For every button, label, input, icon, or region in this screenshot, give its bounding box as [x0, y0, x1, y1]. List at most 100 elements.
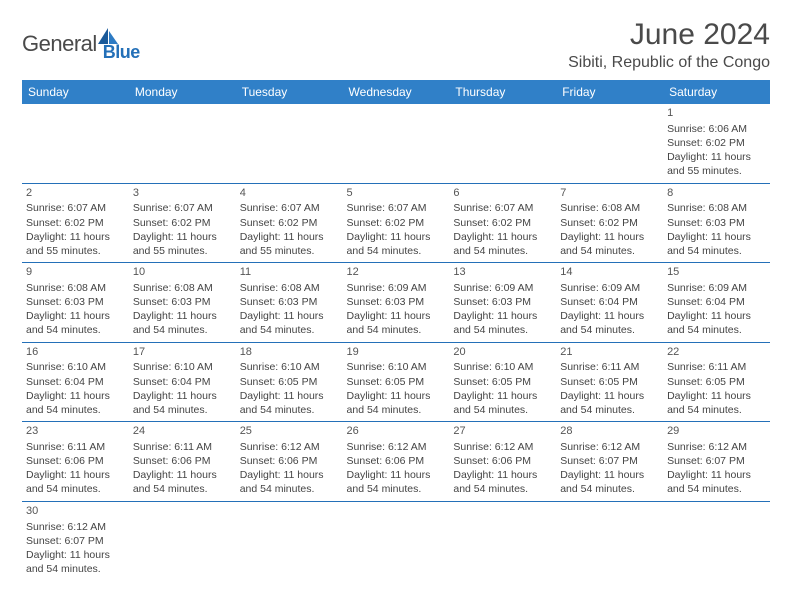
day-number: 19: [347, 345, 446, 360]
daylight-text: Daylight: 11 hours and 54 minutes.: [667, 309, 766, 337]
sunset-text: Sunset: 6:05 PM: [240, 375, 339, 389]
calendar-day-cell: 10Sunrise: 6:08 AMSunset: 6:03 PMDayligh…: [129, 263, 236, 343]
sunrise-text: Sunrise: 6:12 AM: [26, 520, 125, 534]
sunset-text: Sunset: 6:02 PM: [240, 216, 339, 230]
sunset-text: Sunset: 6:03 PM: [347, 295, 446, 309]
day-number: 29: [667, 424, 766, 439]
calendar-day-cell: 30Sunrise: 6:12 AMSunset: 6:07 PMDayligh…: [22, 501, 129, 580]
sunset-text: Sunset: 6:05 PM: [667, 375, 766, 389]
weekday-header: Tuesday: [236, 80, 343, 104]
sunset-text: Sunset: 6:06 PM: [347, 454, 446, 468]
sunset-text: Sunset: 6:05 PM: [347, 375, 446, 389]
day-number: 16: [26, 345, 125, 360]
day-number: 2: [26, 186, 125, 201]
day-number: 9: [26, 265, 125, 280]
sunset-text: Sunset: 6:06 PM: [133, 454, 232, 468]
weekday-header: Friday: [556, 80, 663, 104]
sunset-text: Sunset: 6:02 PM: [453, 216, 552, 230]
day-number: 4: [240, 186, 339, 201]
calendar-day-cell: 7Sunrise: 6:08 AMSunset: 6:02 PMDaylight…: [556, 183, 663, 263]
daylight-text: Daylight: 11 hours and 54 minutes.: [453, 468, 552, 496]
day-number: 30: [26, 504, 125, 519]
calendar-day-cell: 20Sunrise: 6:10 AMSunset: 6:05 PMDayligh…: [449, 342, 556, 422]
sunset-text: Sunset: 6:03 PM: [26, 295, 125, 309]
daylight-text: Daylight: 11 hours and 54 minutes.: [667, 389, 766, 417]
calendar-day-cell: 12Sunrise: 6:09 AMSunset: 6:03 PMDayligh…: [343, 263, 450, 343]
day-number: 24: [133, 424, 232, 439]
sunrise-text: Sunrise: 6:06 AM: [667, 122, 766, 136]
sunset-text: Sunset: 6:04 PM: [26, 375, 125, 389]
calendar-day-cell: 22Sunrise: 6:11 AMSunset: 6:05 PMDayligh…: [663, 342, 770, 422]
daylight-text: Daylight: 11 hours and 55 minutes.: [240, 230, 339, 258]
calendar-week-row: 30Sunrise: 6:12 AMSunset: 6:07 PMDayligh…: [22, 501, 770, 580]
day-number: 26: [347, 424, 446, 439]
calendar-day-cell: 1Sunrise: 6:06 AMSunset: 6:02 PMDaylight…: [663, 104, 770, 183]
calendar-day-cell: 6Sunrise: 6:07 AMSunset: 6:02 PMDaylight…: [449, 183, 556, 263]
calendar-day-cell: 29Sunrise: 6:12 AMSunset: 6:07 PMDayligh…: [663, 422, 770, 502]
daylight-text: Daylight: 11 hours and 54 minutes.: [133, 389, 232, 417]
sunset-text: Sunset: 6:06 PM: [26, 454, 125, 468]
logo-text-blue: Blue: [103, 42, 140, 63]
daylight-text: Daylight: 11 hours and 55 minutes.: [26, 230, 125, 258]
calendar-day-cell: 13Sunrise: 6:09 AMSunset: 6:03 PMDayligh…: [449, 263, 556, 343]
sunset-text: Sunset: 6:02 PM: [667, 136, 766, 150]
sunrise-text: Sunrise: 6:12 AM: [453, 440, 552, 454]
logo: General Blue: [22, 18, 140, 63]
sunset-text: Sunset: 6:03 PM: [133, 295, 232, 309]
calendar-day-cell: 26Sunrise: 6:12 AMSunset: 6:06 PMDayligh…: [343, 422, 450, 502]
calendar-day-cell: 8Sunrise: 6:08 AMSunset: 6:03 PMDaylight…: [663, 183, 770, 263]
calendar-day-cell: 28Sunrise: 6:12 AMSunset: 6:07 PMDayligh…: [556, 422, 663, 502]
month-title: June 2024: [568, 18, 770, 52]
sunrise-text: Sunrise: 6:07 AM: [453, 201, 552, 215]
sunset-text: Sunset: 6:04 PM: [560, 295, 659, 309]
daylight-text: Daylight: 11 hours and 55 minutes.: [133, 230, 232, 258]
sunrise-text: Sunrise: 6:08 AM: [133, 281, 232, 295]
sunrise-text: Sunrise: 6:10 AM: [240, 360, 339, 374]
calendar-day-cell: [129, 104, 236, 183]
daylight-text: Daylight: 11 hours and 54 minutes.: [133, 468, 232, 496]
calendar-day-cell: [556, 501, 663, 580]
sunset-text: Sunset: 6:07 PM: [26, 534, 125, 548]
daylight-text: Daylight: 11 hours and 54 minutes.: [560, 230, 659, 258]
sunrise-text: Sunrise: 6:07 AM: [240, 201, 339, 215]
sunrise-text: Sunrise: 6:08 AM: [560, 201, 659, 215]
calendar-day-cell: 18Sunrise: 6:10 AMSunset: 6:05 PMDayligh…: [236, 342, 343, 422]
calendar-day-cell: 21Sunrise: 6:11 AMSunset: 6:05 PMDayligh…: [556, 342, 663, 422]
day-number: 8: [667, 186, 766, 201]
sunrise-text: Sunrise: 6:11 AM: [133, 440, 232, 454]
sunrise-text: Sunrise: 6:11 AM: [560, 360, 659, 374]
sunrise-text: Sunrise: 6:12 AM: [667, 440, 766, 454]
daylight-text: Daylight: 11 hours and 54 minutes.: [347, 230, 446, 258]
day-number: 20: [453, 345, 552, 360]
daylight-text: Daylight: 11 hours and 54 minutes.: [133, 309, 232, 337]
day-number: 13: [453, 265, 552, 280]
weekday-header: Thursday: [449, 80, 556, 104]
sunrise-text: Sunrise: 6:09 AM: [667, 281, 766, 295]
daylight-text: Daylight: 11 hours and 54 minutes.: [26, 468, 125, 496]
daylight-text: Daylight: 11 hours and 54 minutes.: [26, 389, 125, 417]
location: Sibiti, Republic of the Congo: [568, 54, 770, 72]
daylight-text: Daylight: 11 hours and 54 minutes.: [240, 389, 339, 417]
calendar-day-cell: [343, 501, 450, 580]
sunset-text: Sunset: 6:06 PM: [453, 454, 552, 468]
calendar-table: Sunday Monday Tuesday Wednesday Thursday…: [22, 80, 770, 580]
daylight-text: Daylight: 11 hours and 55 minutes.: [667, 150, 766, 178]
sunrise-text: Sunrise: 6:09 AM: [347, 281, 446, 295]
sunrise-text: Sunrise: 6:12 AM: [560, 440, 659, 454]
daylight-text: Daylight: 11 hours and 54 minutes.: [240, 468, 339, 496]
sunrise-text: Sunrise: 6:08 AM: [240, 281, 339, 295]
daylight-text: Daylight: 11 hours and 54 minutes.: [347, 309, 446, 337]
calendar-day-cell: 14Sunrise: 6:09 AMSunset: 6:04 PMDayligh…: [556, 263, 663, 343]
daylight-text: Daylight: 11 hours and 54 minutes.: [347, 389, 446, 417]
weekday-header: Wednesday: [343, 80, 450, 104]
sunrise-text: Sunrise: 6:10 AM: [347, 360, 446, 374]
day-number: 3: [133, 186, 232, 201]
daylight-text: Daylight: 11 hours and 54 minutes.: [453, 389, 552, 417]
day-number: 11: [240, 265, 339, 280]
sunset-text: Sunset: 6:07 PM: [560, 454, 659, 468]
day-number: 28: [560, 424, 659, 439]
sunset-text: Sunset: 6:05 PM: [560, 375, 659, 389]
calendar-day-cell: 11Sunrise: 6:08 AMSunset: 6:03 PMDayligh…: [236, 263, 343, 343]
sunrise-text: Sunrise: 6:07 AM: [26, 201, 125, 215]
sunrise-text: Sunrise: 6:11 AM: [26, 440, 125, 454]
